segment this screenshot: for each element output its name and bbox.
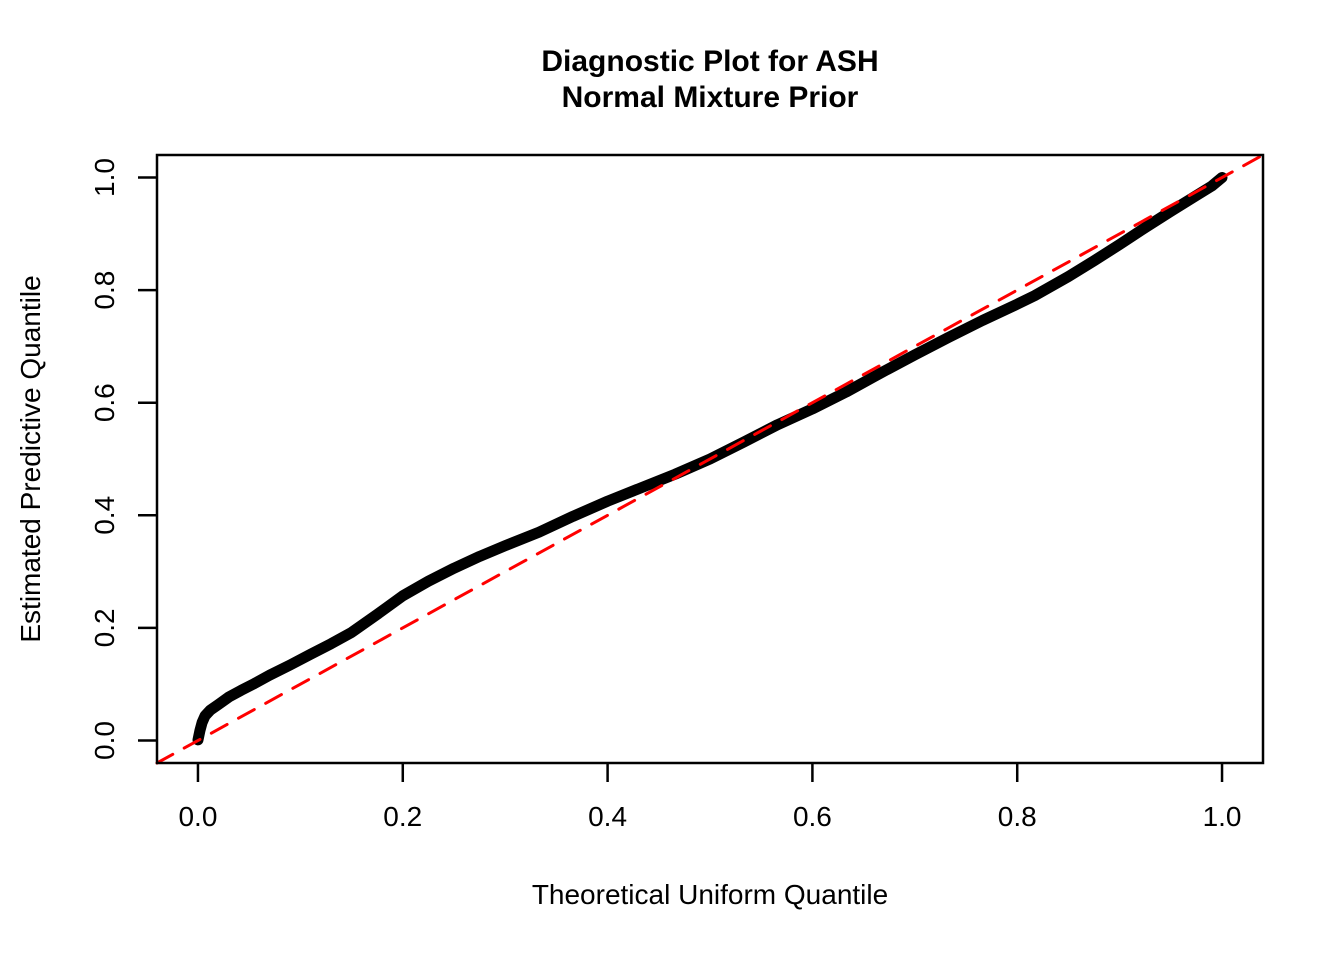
x-axis-tick-label: 0.6 [793,801,832,832]
ash-estimated-predictive-quantile-curve [192,172,1228,746]
y-axis-tick-label: 0.2 [89,608,120,647]
x-axis-tick-label: 0.8 [998,801,1037,832]
chart-title: Diagnostic Plot for ASH Normal Mixture P… [157,44,1263,116]
y-axis-tick-label: 0.8 [89,271,120,310]
y-axis-label: Estimated Predictive Quantile [15,275,46,643]
x-axis-tick-label: 1.0 [1203,801,1242,832]
y-axis-tick-label: 0.6 [89,383,120,422]
chart-title-line2: Normal Mixture Prior [561,81,859,114]
x-axis-tick-label: 0.2 [383,801,422,832]
y-axis-tick-label: 0.4 [89,496,120,535]
y-axis-tick-label: 1.0 [89,158,120,197]
y-axis-tick-label: 0.0 [89,721,120,760]
x-axis-label: Theoretical Uniform Quantile [531,879,889,910]
x-axis-tick-label: 0.0 [178,801,217,832]
reference-diagonal-y-equals-x [155,153,1265,765]
chart-title-line1: Diagnostic Plot for ASH [541,45,879,78]
x-axis-tick-label: 0.4 [588,801,627,832]
plot-box [155,153,1265,765]
